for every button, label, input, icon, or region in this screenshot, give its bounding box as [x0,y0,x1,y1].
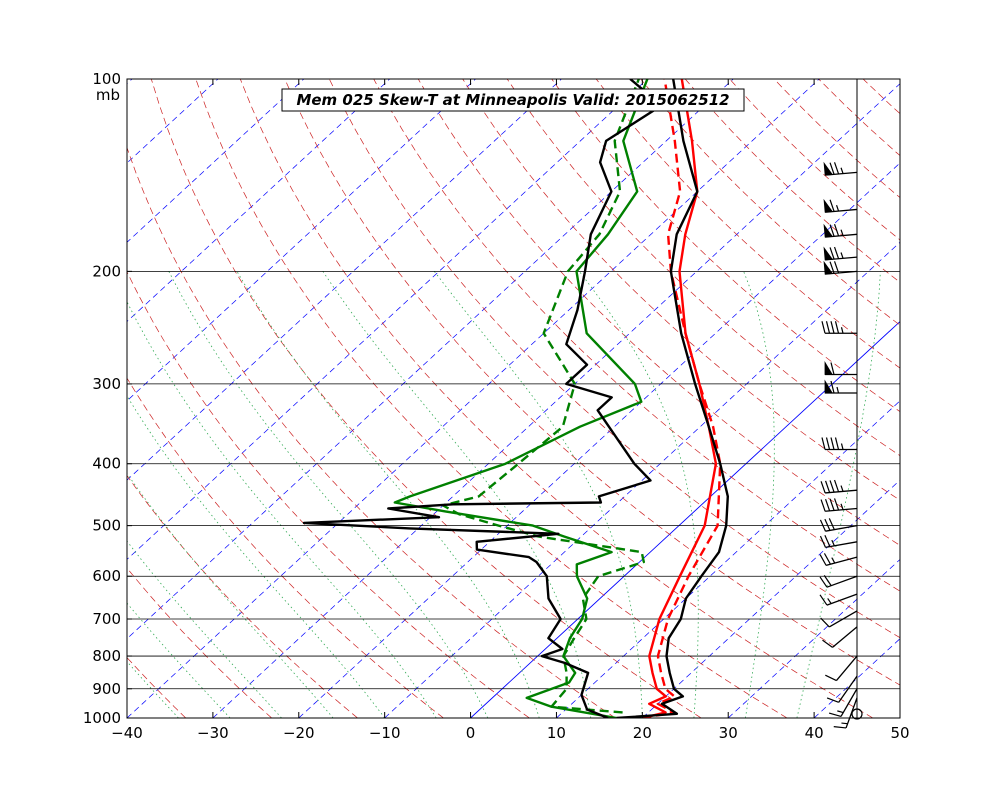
y-tick-label: 100 [92,70,121,88]
wind-barb [821,321,857,334]
x-tick-label: 0 [466,724,476,742]
isotherm-line [127,79,648,560]
moist-adiabat-line [796,271,881,718]
x-tick-label: 20 [633,724,652,742]
dry-adiabat-line [195,79,788,718]
wind-barb [823,198,858,213]
y-tick-label: 400 [92,455,121,473]
y-tick-label: 600 [92,567,121,585]
wind-barb [824,361,857,376]
wind-barb [823,161,858,176]
x-tick-label: 10 [547,724,566,742]
moist-adiabat-line [127,395,386,718]
dry-adiabat-line [127,146,616,718]
series-line-red-solid [642,79,718,718]
profile-lines [302,79,729,718]
isotherm-line [127,79,390,323]
freezing-isotherm [470,320,900,718]
y-tick-label: 500 [92,517,121,535]
dry-adiabat-line [127,474,358,718]
dry-adiabat-line [239,79,874,718]
moist-adiabat-line [743,271,775,718]
wind-barb [823,246,858,261]
wind-barb [819,593,858,606]
series-line-black-solid [616,79,729,718]
isotherm-line [212,83,900,718]
wind-barb [821,437,857,451]
y-tick-label: 1000 [83,709,121,727]
wind-barb [820,479,858,494]
dry-adiabat-line [373,79,900,592]
dry-adiabat-line [551,79,900,413]
wind-barbs [819,161,863,729]
wind-barb [819,535,858,549]
wind-barb [819,518,858,532]
x-tick-label: −10 [369,724,401,742]
moist-adiabat-line [168,271,489,718]
y-tick-label: 200 [92,262,121,280]
dry-adiabat-line [417,79,900,546]
series-line-green-dashed [441,79,645,714]
wind-barb [825,655,858,682]
y-tick-label: 300 [92,375,121,393]
isotherm-line [384,241,900,718]
moist-adiabat-line [127,602,231,718]
isotherm-line [127,79,305,243]
moist-adiabat-line [236,271,540,718]
x-tick-label: 30 [719,724,738,742]
isotherm-line [127,79,734,640]
dry-adiabat-line [150,79,702,718]
axis-ticks: −40 −30 −20 −10 0 10 20 30 40 50 100 200 300 400 500 60… [83,70,910,742]
dry-adiabat-line [127,271,530,718]
wind-barb [820,498,858,512]
wind-barb [828,688,858,718]
x-tick-label: 40 [805,724,824,742]
wind-barb [826,675,858,703]
wind-barb [833,697,858,729]
wind-barb [820,610,858,628]
title-box [281,88,745,112]
series-line-red-dashed [642,79,722,718]
x-tick-label: 50 [890,724,909,742]
y-tick-label: 800 [92,647,121,665]
wind-barb [822,626,858,648]
wind-barb [819,553,858,567]
chart-title: Mem 025 Skew-T at Minneapolis Valid: 201… [296,91,729,109]
series-line-black-solid [302,79,663,718]
wind-barb [823,223,858,238]
dry-adiabat-line [127,377,444,718]
y-unit-label: mb [96,86,120,104]
x-tick-label: −30 [197,724,229,742]
dry-adiabat-line [127,567,272,718]
isobar-lines [127,270,900,690]
dry-adiabat-line [284,79,900,686]
isotherm-line [127,79,820,718]
wind-barb [823,260,858,275]
y-tick-label: 700 [92,610,121,628]
wind-barb [819,575,858,588]
wind-barb [824,379,857,394]
x-tick-label: −20 [283,724,315,742]
plot-frame [126,78,901,719]
x-tick-label: −40 [111,724,143,742]
isotherm-line [127,79,476,402]
y-tick-label: 900 [92,680,121,698]
isotherm-line [127,79,562,481]
dry-adiabat-line [328,79,900,639]
isotherm-line [298,162,900,718]
